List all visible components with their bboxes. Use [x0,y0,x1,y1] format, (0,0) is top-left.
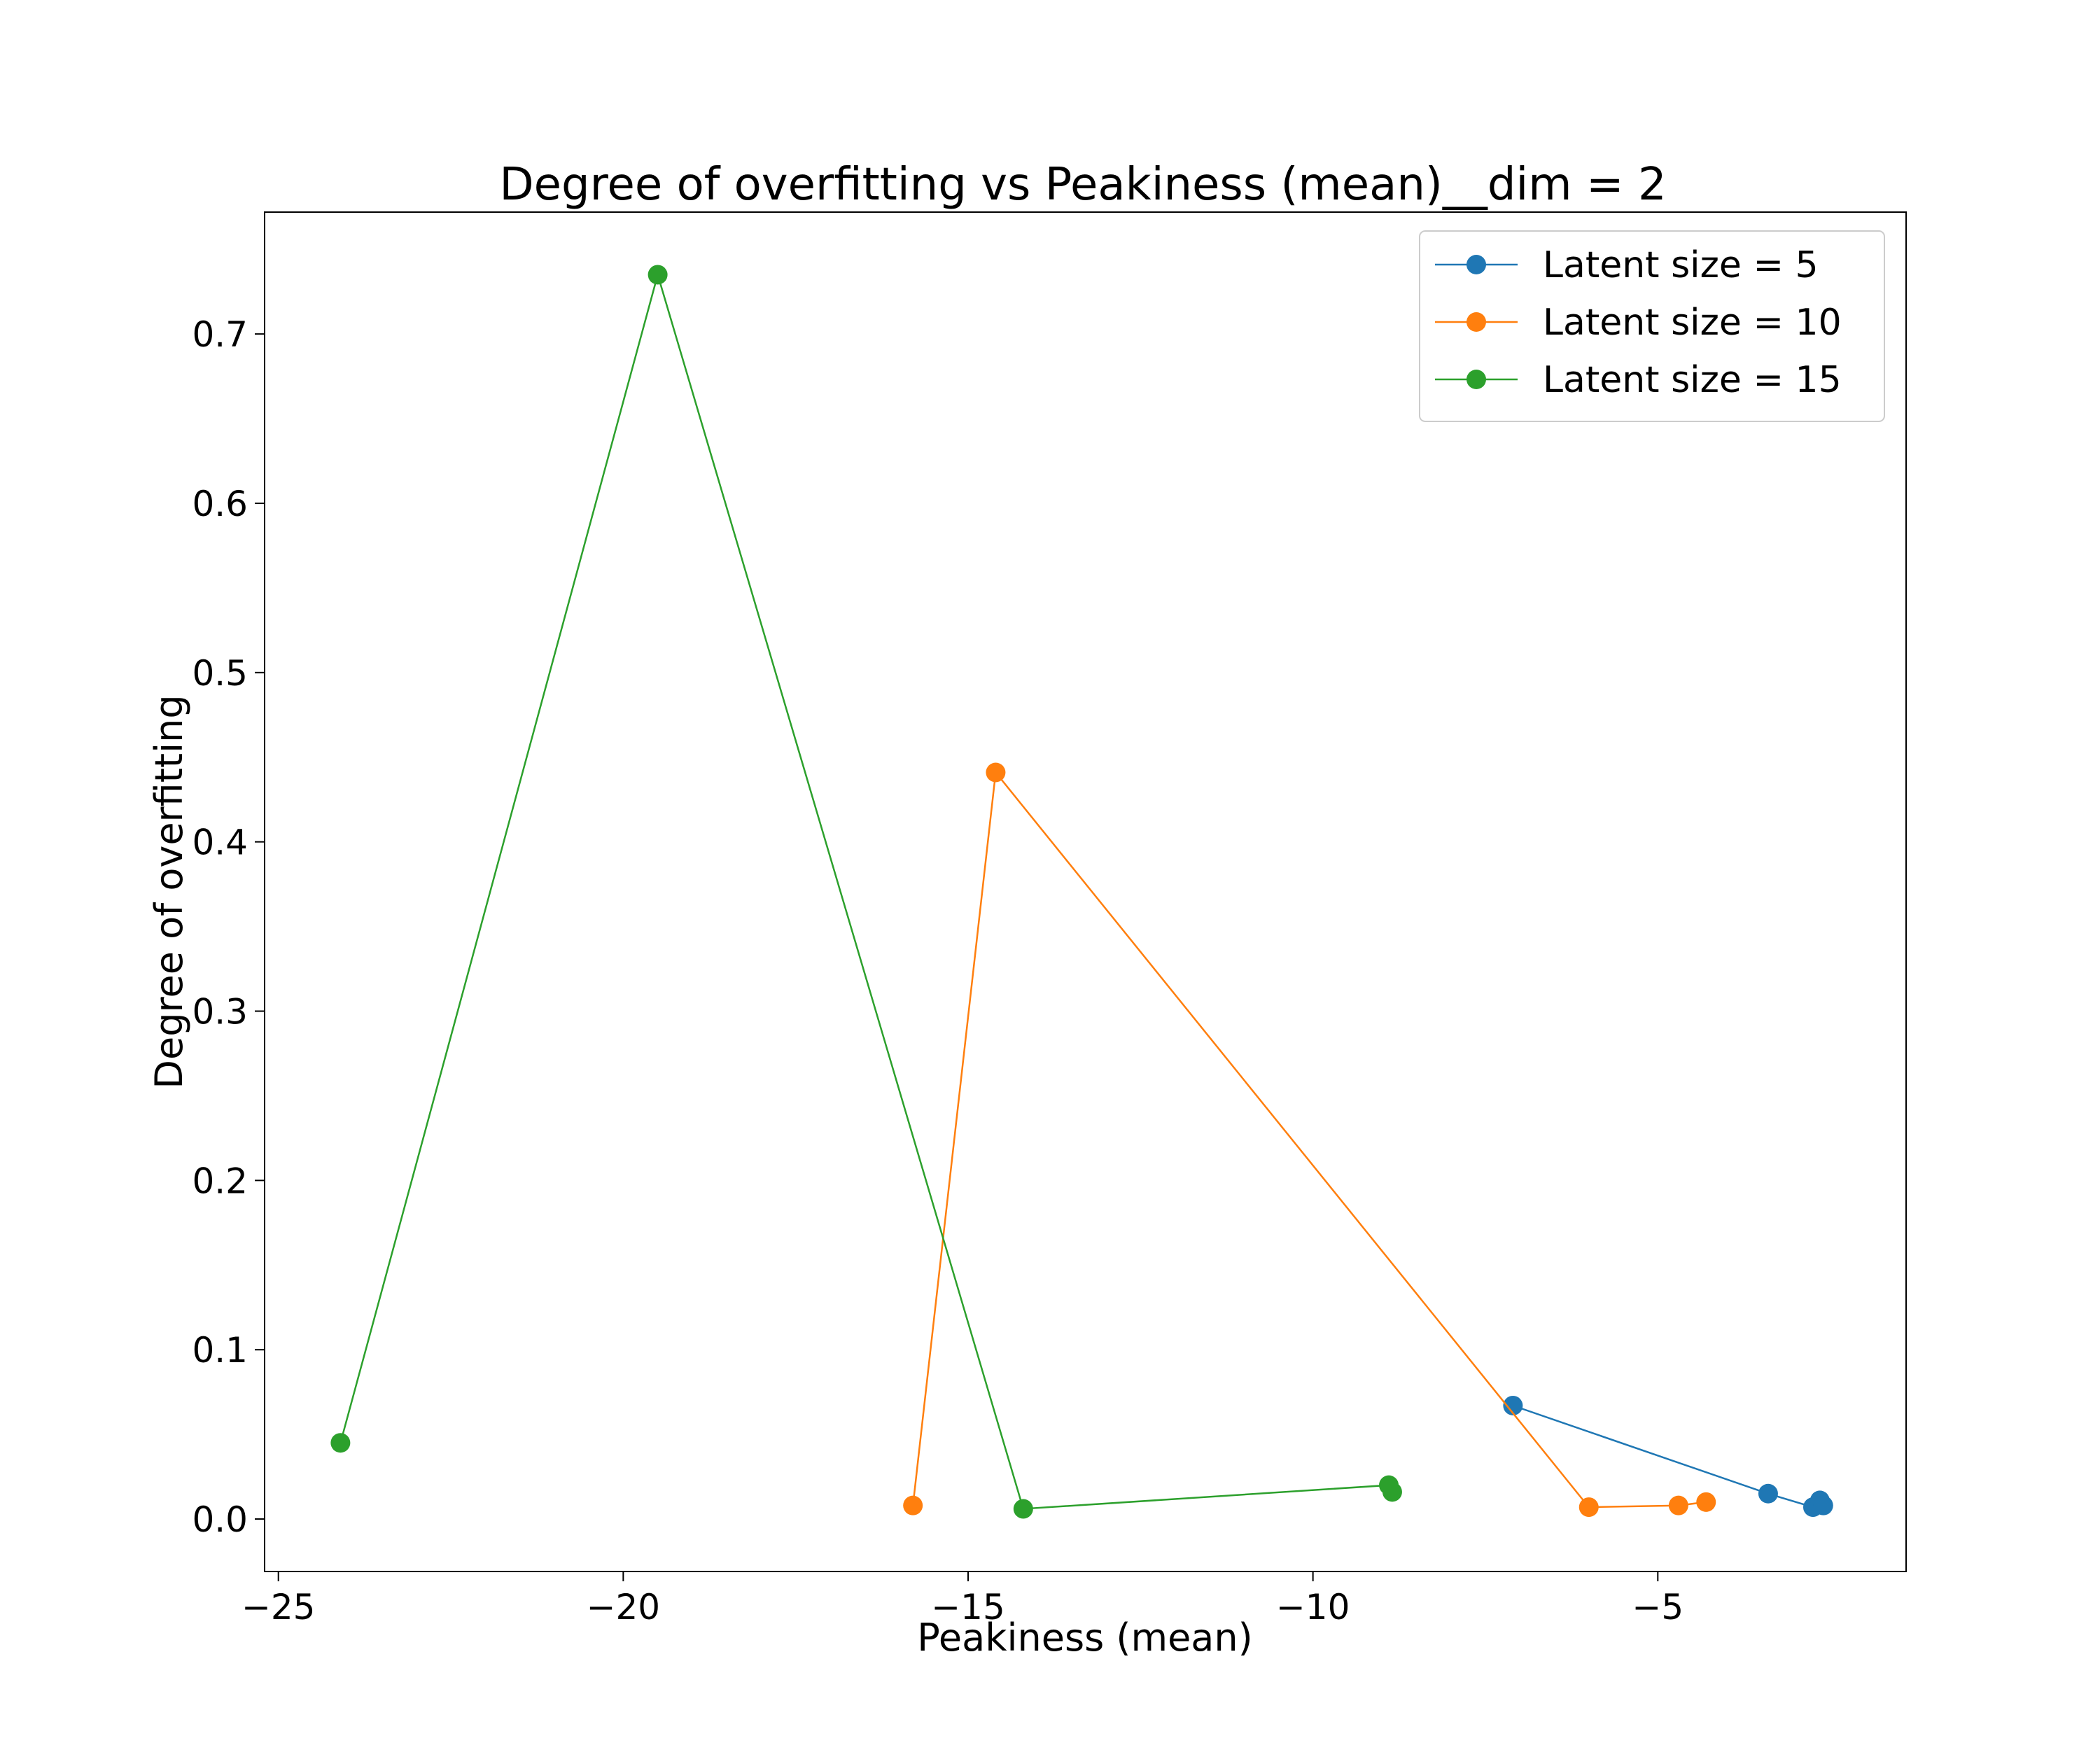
y-tick-label: 0.3 [192,991,248,1032]
y-axis-label: Degree of overfitting [147,694,191,1088]
x-tick-label: −15 [931,1587,1005,1628]
legend-label: Latent size = 15 [1543,359,1842,401]
series-2-point [903,1495,923,1516]
y-tick-label: 0.0 [192,1499,248,1540]
y-tick-label: 0.6 [192,484,248,524]
plot-area [330,265,1833,1519]
series-1-point [1813,1495,1833,1516]
series-3-point [1382,1482,1402,1502]
series-2-point [1578,1497,1599,1518]
x-tick-label: −25 [241,1587,316,1628]
legend-box [1419,230,1885,422]
legend: Latent size = 5 Latent size = 10 Latent si… [1419,230,1885,422]
series-3-point [330,1433,351,1453]
series-3-point [1013,1499,1033,1519]
y-axis: 0.0 0.1 0.2 0.3 0.4 0.5 0.6 0.7 [192,314,265,1540]
series-1-point [1503,1395,1523,1415]
series-2-point [1668,1495,1688,1516]
x-tick-label: −10 [1276,1587,1350,1628]
y-tick-label: 0.4 [192,822,248,863]
series-1-point [1758,1483,1778,1504]
plot-frame [264,211,1907,1572]
legend-label: Latent size = 5 [1543,244,1819,286]
y-tick-label: 0.5 [192,653,248,694]
x-axis: −25 −20 −15 −10 −5 [241,1572,1684,1628]
x-tick-label: −5 [1632,1587,1684,1628]
series-2-point [1696,1492,1716,1512]
series-3-point [648,265,668,285]
chart-title: Degree of overfitting vs Peakiness (mean… [499,159,1666,211]
legend-marker [1466,312,1486,332]
series-2-point [986,762,1006,783]
legend-label: Latent size = 10 [1543,302,1842,344]
x-axis-label: Peakiness (mean) [917,1616,1252,1660]
x-tick-label: −20 [587,1587,661,1628]
y-tick-label: 0.1 [192,1330,248,1371]
y-tick-label: 0.2 [192,1161,248,1201]
legend-marker [1466,370,1486,389]
legend-marker [1466,255,1486,274]
y-tick-label: 0.7 [192,314,248,355]
